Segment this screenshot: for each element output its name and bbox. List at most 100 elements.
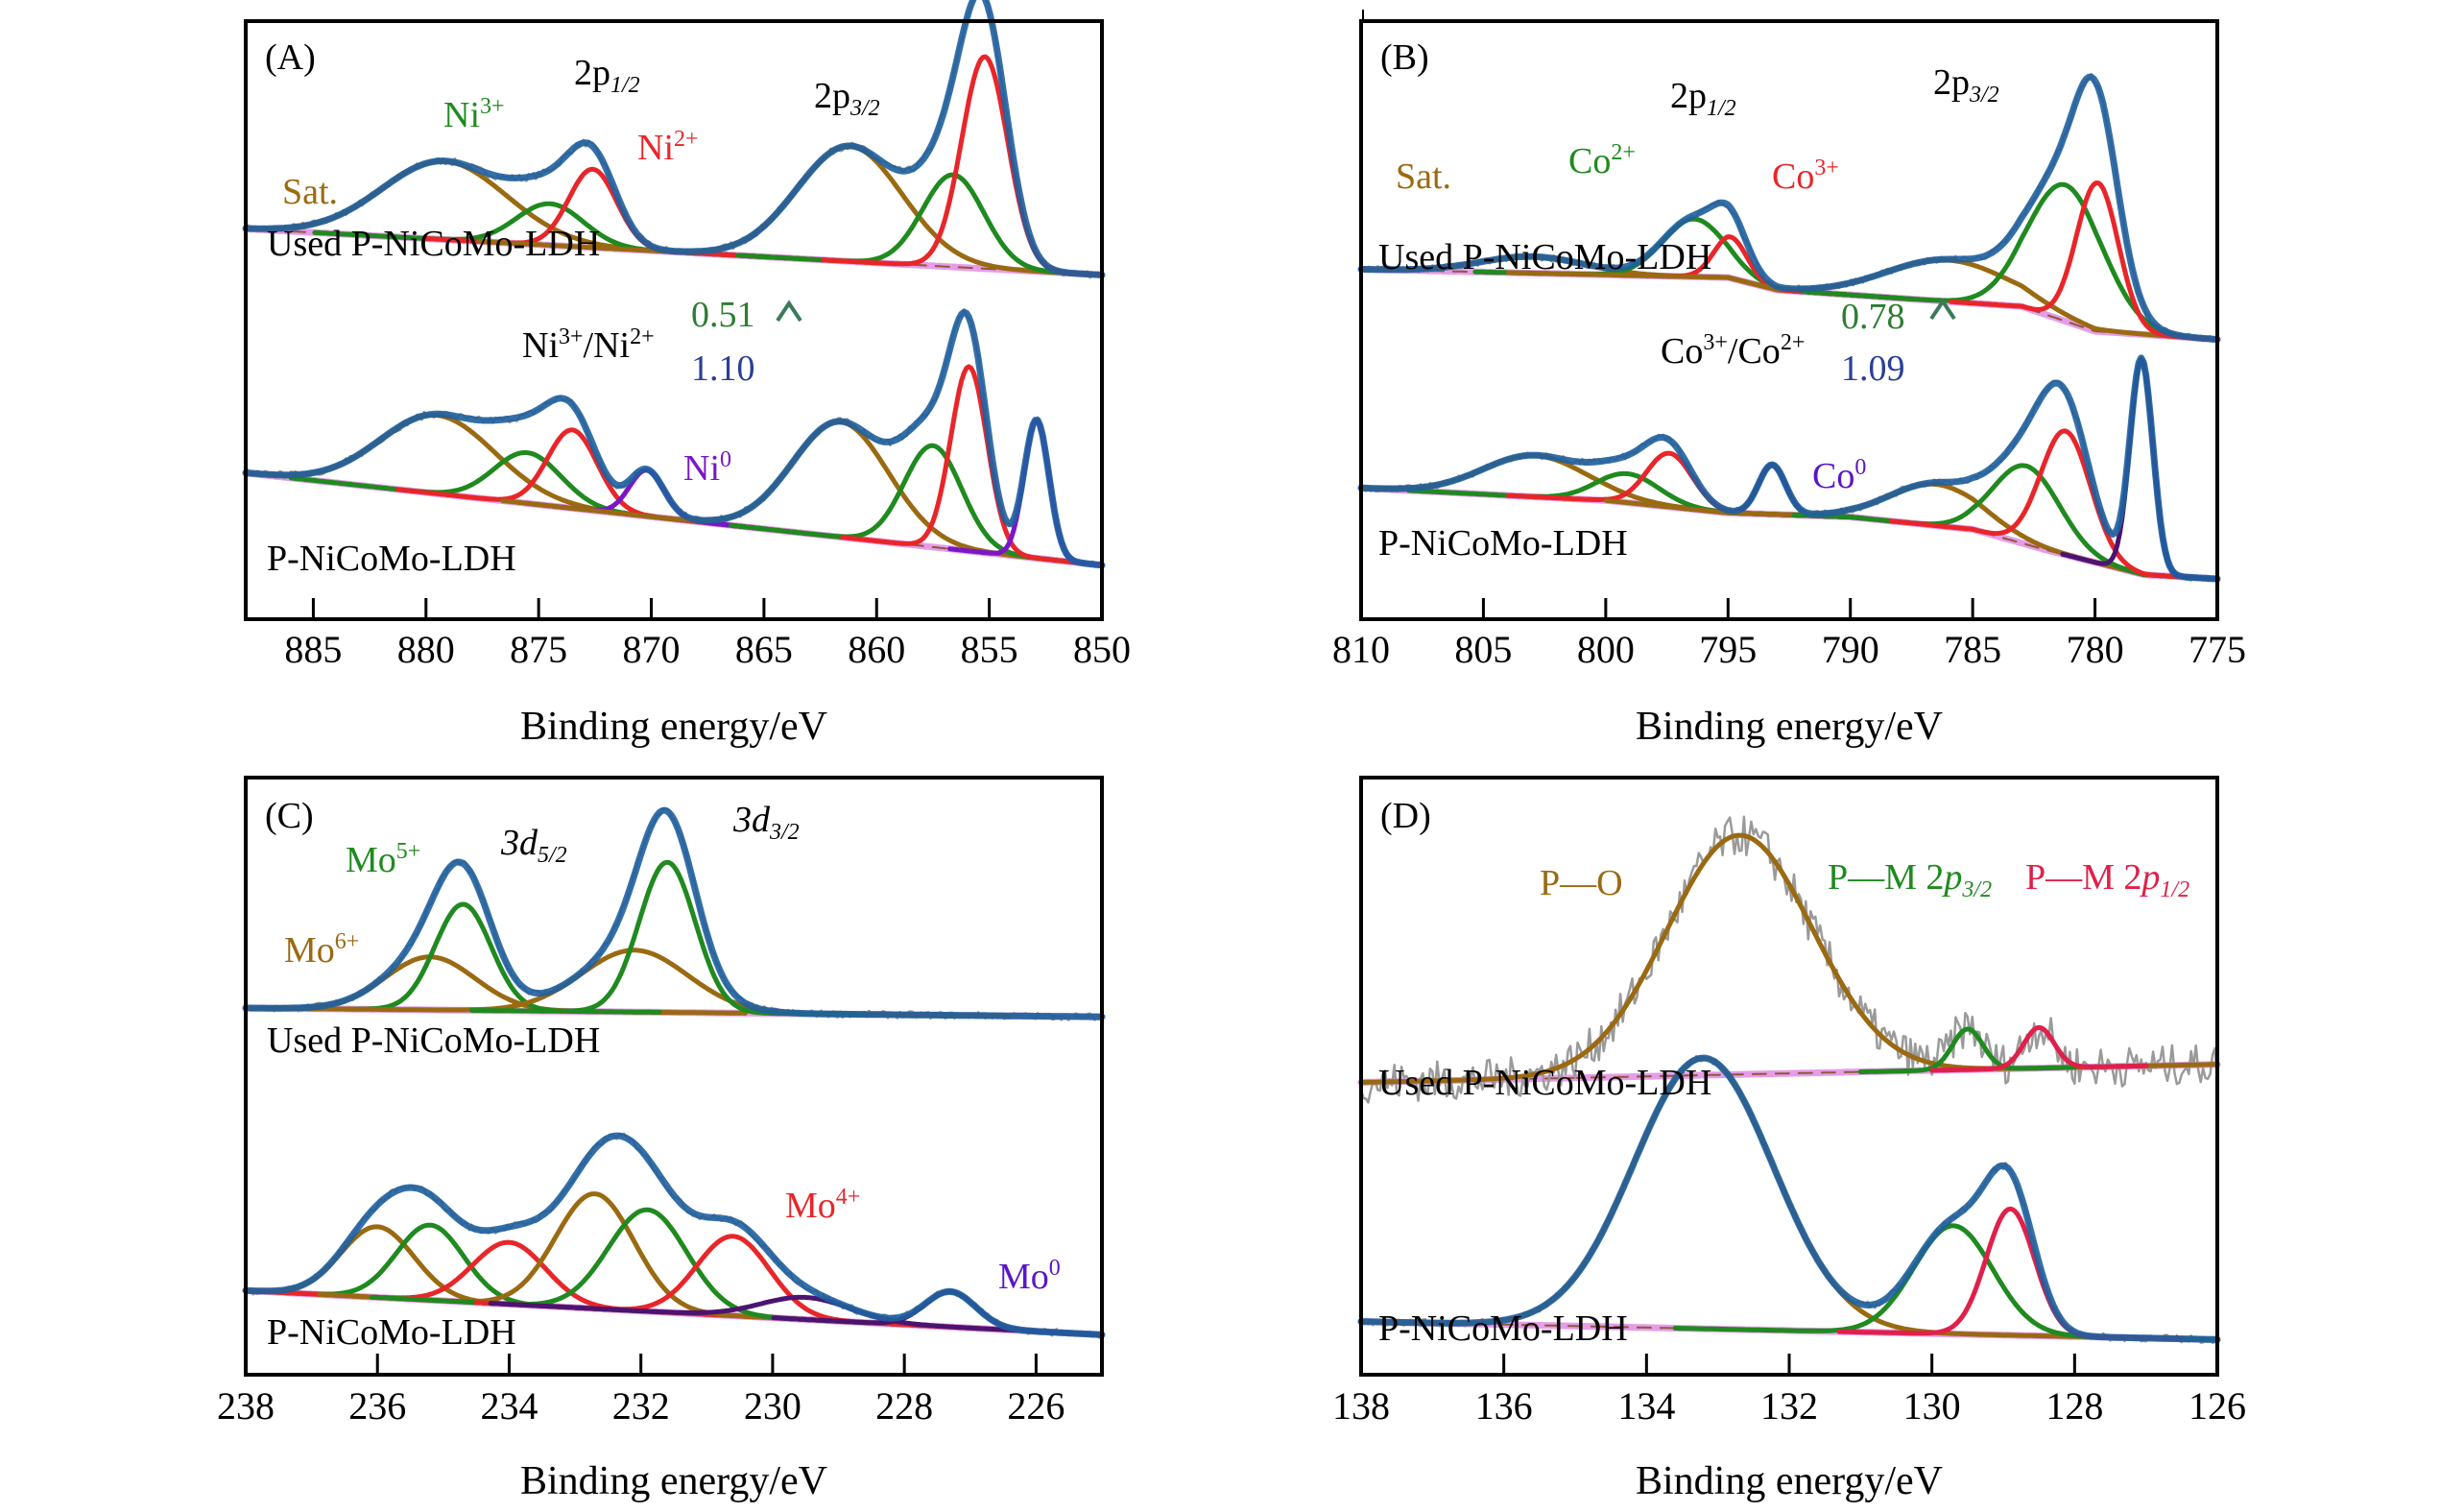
panel-b-ratio-fresh: 1.09 — [1841, 348, 1905, 389]
panel-c-x-tick-label: 238 — [217, 1384, 275, 1428]
panel-b-ratio-label: Co3+/Co2+ — [1661, 330, 1805, 372]
panel-a-curves — [242, 0, 1106, 569]
panel-c-mo5-label: Mo5+ — [346, 839, 420, 880]
panel-b-co2-label: Co2+ — [1568, 140, 1636, 181]
panel-c-x-tick-label: 236 — [348, 1384, 406, 1428]
panel-c-curves — [242, 806, 1106, 1339]
panel-a-x-axis: 885 880 875 870 865 860 855 850 — [284, 598, 1131, 671]
panel-b-x-axis: 810 805 800 795 790 785 780 775 — [1332, 598, 2246, 671]
panel-c-x-axis-title: Binding energy/eV — [520, 1459, 827, 1503]
subscript: 1/2 — [610, 73, 640, 98]
panel-c-x-tick-label: 230 — [744, 1384, 801, 1428]
panel-d-curves — [1357, 815, 2221, 1345]
panel-a-ratio-used: 0.51 — [691, 295, 755, 335]
panel-a-2p32-label: 2p3/2 — [814, 76, 880, 121]
panel-c-mo6-label: Mo6+ — [284, 929, 359, 971]
panel-b-x-tick-label: 810 — [1332, 628, 1390, 671]
panel-d-x-tick-label: 138 — [1332, 1384, 1390, 1428]
panel-d-x-tick-label: 130 — [1903, 1384, 1961, 1428]
panel-a-x-tick-label: 880 — [397, 628, 455, 671]
panel-a-ratio-label: Ni3+/Ni2+ — [522, 324, 655, 366]
panel-a-ni0-label: Ni0 — [683, 447, 731, 489]
panel-a-2p12-label: 2p1/2 — [574, 53, 640, 98]
panel-a-used-peak-ni3- — [735, 172, 1105, 277]
panel-b-fresh-envelope — [1357, 354, 2221, 583]
panel-b-2p32-label: 2p3/2 — [1933, 62, 1999, 108]
panel-b-curves — [1357, 72, 2221, 583]
panel-c-x-tick-label: 228 — [875, 1384, 933, 1428]
panel-a-sat-label: Sat. — [282, 172, 338, 212]
panel-a-x-tick-label: 870 — [623, 628, 681, 671]
panel-d-fresh-peak-p-m-2p3-2 — [1672, 1223, 2220, 1342]
panel-a-label: (A) — [265, 37, 316, 78]
panel-d-used-peak-p-m-2p1-2 — [1929, 1024, 2149, 1073]
panel-b-used-peak-co2- — [1801, 181, 2220, 343]
panel-d-used-sample-label: Used P-NiCoMo-LDH — [1378, 1063, 1711, 1103]
panel-b-x-tick-label: 805 — [1454, 628, 1512, 671]
panel-a-x-tick-label: 865 — [735, 628, 793, 671]
panel-b-fresh-sample-label: P-NiCoMo-LDH — [1378, 523, 1628, 564]
panel-d-x-tick-label: 136 — [1475, 1384, 1533, 1428]
panel-d-fresh-peak-p-m-2p1-2 — [1836, 1206, 2185, 1342]
subscript: 3/2 — [769, 820, 800, 845]
panel-d-po-label: P—O — [1540, 863, 1623, 903]
panel-a-x-tick-label: 860 — [848, 628, 905, 671]
panel-b-x-tick-label: 795 — [1699, 628, 1757, 671]
panel-d-pm12-label: P—M 2p1/2 — [2025, 857, 2189, 902]
panel-d-x-tick-label: 132 — [1760, 1384, 1818, 1428]
panel-a-x-axis-title: Binding energy/eV — [520, 705, 827, 749]
panel-c-x-tick-label: 232 — [612, 1384, 670, 1428]
panel-a-increase-arrow-icon — [776, 300, 802, 390]
panel-c-x-tick-label: 234 — [480, 1384, 538, 1428]
panel-b-co3-label: Co3+ — [1772, 156, 1839, 197]
panel-d-fresh-sample-label: P-NiCoMo-LDH — [1378, 1308, 1628, 1349]
panel-c-fresh-peak-mo0 — [488, 1294, 1105, 1337]
panel-b-sat-label: Sat. — [1396, 156, 1451, 197]
panel-d-pm32-label: P—M 2p3/2 — [1828, 857, 1992, 902]
panel-c-fresh-envelope — [242, 1132, 1106, 1338]
panel-d-label: (D) — [1380, 796, 1431, 836]
panel-b-used-sample-label: Used P-NiCoMo-LDH — [1378, 237, 1711, 277]
panel-b-co0-label: Co0 — [1812, 455, 1866, 496]
panel-a-fresh-sample-label: P-NiCoMo-LDH — [267, 539, 516, 579]
panel-c-mo0-label: Mo0 — [998, 1256, 1061, 1297]
panel-b-2p12-label: 2p1/2 — [1670, 76, 1736, 121]
panel-c-used-sample-label: Used P-NiCoMo-LDH — [267, 1020, 600, 1061]
panel-b-increase-arrow-icon — [1929, 298, 1956, 388]
subscript: 5/2 — [538, 843, 567, 868]
panel-c-mo4-label: Mo4+ — [785, 1185, 860, 1226]
panel-b-x-tick-label: 780 — [2067, 628, 2124, 671]
panel-b-x-tick-label: 800 — [1577, 628, 1635, 671]
panel-b-label: (B) — [1380, 37, 1429, 78]
panel-b-x-tick-label: 790 — [1822, 628, 1879, 671]
subscript: 1/2 — [1707, 96, 1736, 121]
panel-c-frame — [244, 776, 1104, 1377]
panel-a-ratio-fresh: 1.10 — [691, 348, 755, 389]
panel-b-used-envelope — [1357, 73, 2221, 344]
panel-a-fresh-peak-ni2- — [840, 364, 1100, 567]
subscript: 3/2 — [849, 96, 880, 121]
panel-d-x-tick-label: 128 — [2045, 1384, 2103, 1428]
panel-b-x-axis-title: Binding energy/eV — [1636, 705, 1943, 749]
panel-c-x-tick-label: 226 — [1007, 1384, 1065, 1428]
panel-b-x-tick-label: 775 — [2189, 628, 2246, 671]
panel-c-3d52-label: 3d5/2 — [500, 823, 567, 868]
panel-d-fresh-envelope — [1357, 1054, 2221, 1343]
panel-c-x-axis: 238 236 234 232 230 228 226 — [217, 1354, 1065, 1428]
panel-c-3d32-label: 3d3/2 — [732, 800, 800, 845]
panel-a-ni3-label: Ni3+ — [443, 94, 505, 135]
panel-c-fresh-sample-label: P-NiCoMo-LDH — [267, 1312, 516, 1353]
panel-d-x-tick-label: 126 — [2189, 1384, 2246, 1428]
panel-a-used-sample-label: Used P-NiCoMo-LDH — [267, 224, 600, 264]
panel-b-x-tick-label: 785 — [1944, 628, 2001, 671]
panel-a-used-envelope — [242, 0, 1106, 278]
panel-a-x-tick-label: 885 — [284, 628, 342, 671]
panel-c-label: (C) — [265, 796, 314, 836]
panel-d-x-tick-label: 134 — [1617, 1384, 1675, 1428]
panel-c-used-envelope — [242, 806, 1106, 1020]
